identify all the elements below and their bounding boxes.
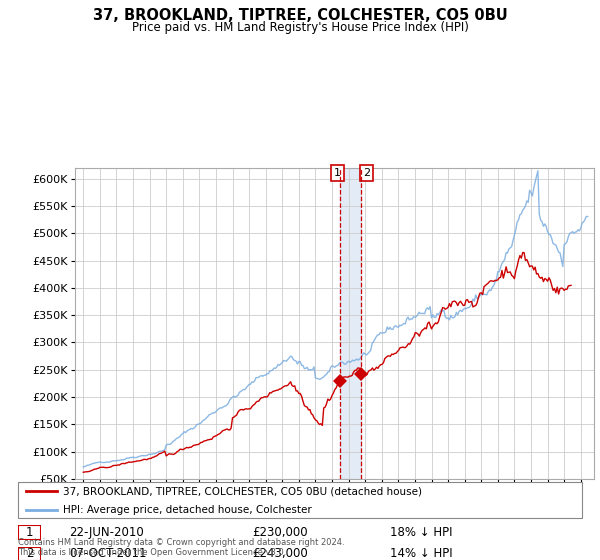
Text: 22-JUN-2010: 22-JUN-2010 xyxy=(69,526,144,539)
Text: 18% ↓ HPI: 18% ↓ HPI xyxy=(390,526,452,539)
FancyBboxPatch shape xyxy=(18,525,41,540)
Text: 37, BROOKLAND, TIPTREE, COLCHESTER, CO5 0BU: 37, BROOKLAND, TIPTREE, COLCHESTER, CO5 … xyxy=(92,8,508,24)
Text: 14% ↓ HPI: 14% ↓ HPI xyxy=(390,547,452,560)
Text: HPI: Average price, detached house, Colchester: HPI: Average price, detached house, Colc… xyxy=(63,505,312,515)
Text: 1: 1 xyxy=(334,168,341,178)
Bar xyxy=(340,168,361,479)
FancyBboxPatch shape xyxy=(18,482,582,518)
Text: Contains HM Land Registry data © Crown copyright and database right 2024.
This d: Contains HM Land Registry data © Crown c… xyxy=(18,538,344,557)
Text: 2: 2 xyxy=(363,168,370,178)
Text: £230,000: £230,000 xyxy=(252,526,308,539)
Text: 1: 1 xyxy=(26,526,33,539)
Text: 37, BROOKLAND, TIPTREE, COLCHESTER, CO5 0BU (detached house): 37, BROOKLAND, TIPTREE, COLCHESTER, CO5 … xyxy=(63,487,422,496)
Text: 07-OCT-2011: 07-OCT-2011 xyxy=(69,547,146,560)
Text: Price paid vs. HM Land Registry's House Price Index (HPI): Price paid vs. HM Land Registry's House … xyxy=(131,21,469,34)
Text: £243,000: £243,000 xyxy=(252,547,308,560)
FancyBboxPatch shape xyxy=(18,547,41,560)
Text: 2: 2 xyxy=(26,547,33,560)
